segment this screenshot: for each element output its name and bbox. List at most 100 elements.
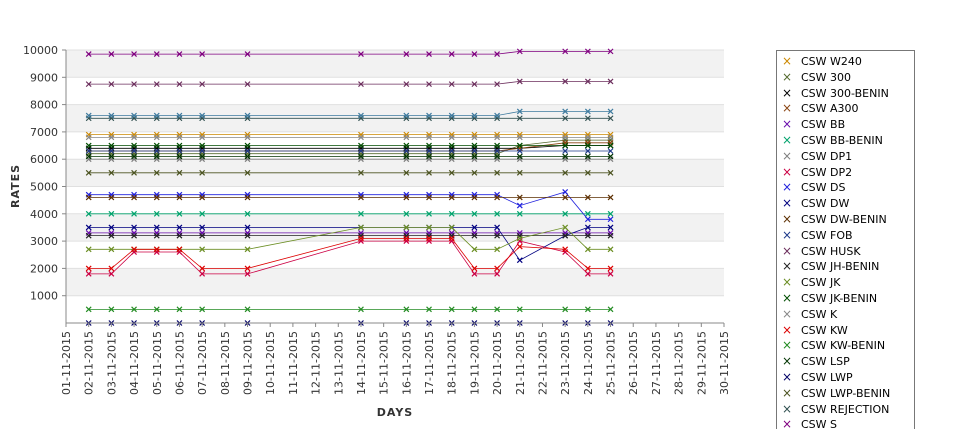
legend: × CSW W240 × CSW 300 × CSW 300-BENIN × CSW A300… [776,50,915,429]
data-point [108,306,115,313]
series-csw-ds [85,189,614,223]
data-point [562,48,569,55]
data-point [176,246,183,253]
data-point [358,235,364,242]
data-point [199,142,206,149]
data-point [448,194,455,201]
legend-marker-icon: × [781,354,793,369]
data-point [403,51,410,58]
data-point [108,210,115,217]
data-point [403,224,410,231]
data-point [471,210,478,217]
data-point [494,232,501,239]
data-point [607,210,614,217]
data-point [448,51,455,58]
data-point [199,194,206,201]
data-point [244,134,251,141]
legend-marker-icon: × [781,196,793,211]
legend-label: CSW JK-BENIN [801,292,878,305]
y-tick-label: 4000 [30,208,58,221]
data-point [448,81,455,88]
legend-marker-icon: × [781,148,793,163]
legend-item: × CSW FOB [777,228,914,244]
legend-marker-icon: × [781,370,793,384]
data-point [153,232,160,239]
data-point [607,216,614,223]
data-point [131,224,137,231]
data-point [448,153,455,160]
data-point [199,265,206,272]
data-point [562,78,569,85]
data-point [426,169,432,176]
data-point [108,134,115,141]
legend-label: CSW KW-BENIN [801,339,886,353]
data-point [199,210,206,217]
series-csw-kw-benin [85,306,614,313]
y-tick-label: 10000 [23,44,58,57]
data-point [584,153,591,160]
data-point [244,194,251,201]
series-csw-bb-benin [85,210,614,217]
data-point [448,148,455,154]
data-point [516,202,523,209]
data-point [131,232,137,239]
y-tick-label: 7000 [30,126,58,139]
y-tick-label: 2000 [30,262,58,275]
legend-marker-icon: × [781,275,793,290]
plot-band [66,268,724,296]
data-point [131,134,137,141]
data-point [562,134,569,141]
data-point [403,81,410,88]
data-point [516,194,523,201]
data-point [562,189,569,195]
legend-label: CSW LWP [801,371,853,384]
legend-label: CSW REJECTION [801,402,890,416]
data-point [607,224,614,231]
data-point [108,153,115,160]
data-point [607,148,614,154]
data-point [85,148,92,154]
data-point [448,142,455,149]
legend-marker-icon: × [781,69,793,84]
data-point [448,112,455,119]
data-point [607,115,614,122]
data-point [584,115,591,122]
data-point [108,81,115,88]
data-point [153,142,160,149]
data-point [403,112,410,119]
legend-marker-icon: × [781,54,793,68]
data-point [516,115,523,122]
legend-label: CSW DS [801,181,846,195]
data-point [471,112,478,119]
legend-label: CSW HUSK [801,244,861,258]
data-point [584,78,591,85]
data-point [426,148,432,154]
x-tick-label: 13-11-2015 [332,331,345,395]
data-point [471,148,478,154]
data-point [85,142,92,149]
data-point [471,142,478,149]
data-point [562,115,569,122]
data-point [607,265,614,272]
data-point [85,112,92,119]
data-point [584,265,591,272]
data-point [448,210,455,217]
data-point [244,306,251,313]
legend-label: CSW LSP [801,355,850,369]
data-point [176,224,183,231]
x-tick-label: 17-11-2015 [423,331,436,395]
data-point [607,153,614,160]
x-tick-label: 04-11-2015 [128,331,141,395]
x-tick-label: 19-11-2015 [468,331,481,395]
data-point [562,142,569,149]
x-tick-label: 16-11-2015 [400,331,413,395]
data-point [176,306,183,313]
legend-item: × CSW JK [777,275,914,291]
legend-item: × CSW BB [777,117,914,133]
x-tick-label: 07-11-2015 [196,331,209,395]
legend-item: × CSW DP1 [777,148,914,165]
legend-marker-icon: × [781,322,793,337]
data-point [131,142,137,149]
y-tick-labels: 1000 2000 3000 4000 5000 6000 7000 8000 9000 1000… [23,44,66,303]
data-point [448,235,455,242]
